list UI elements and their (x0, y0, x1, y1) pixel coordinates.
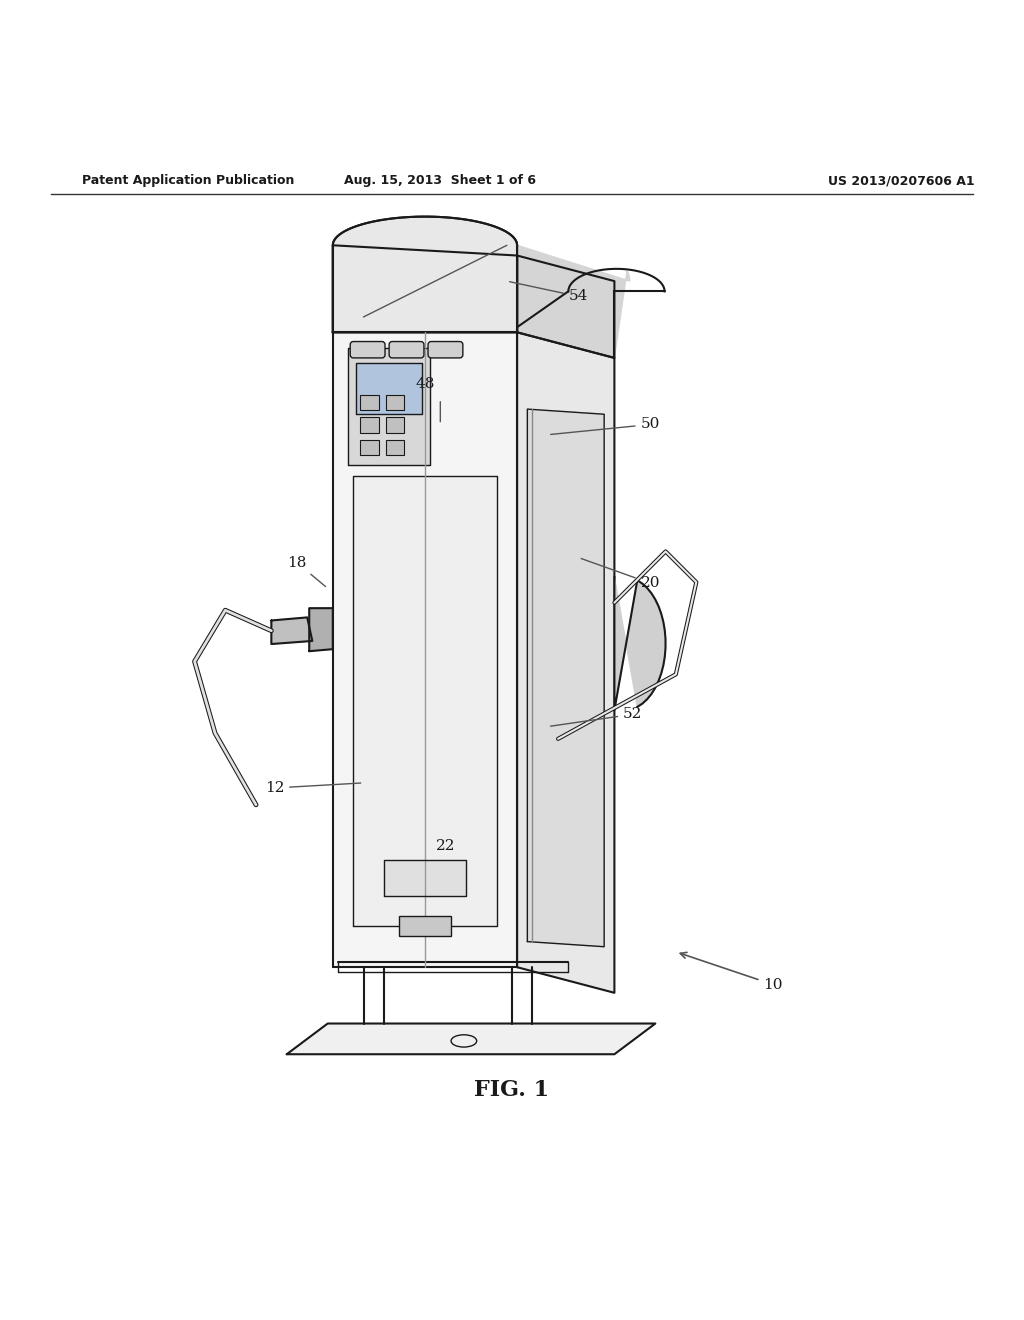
Text: US 2013/0207606 A1: US 2013/0207606 A1 (827, 174, 975, 187)
Polygon shape (333, 246, 517, 333)
Bar (386, 395, 404, 411)
Bar (399, 916, 451, 936)
Text: Patent Application Publication: Patent Application Publication (82, 174, 294, 187)
Text: 12: 12 (264, 781, 360, 795)
Text: Aug. 15, 2013  Sheet 1 of 6: Aug. 15, 2013 Sheet 1 of 6 (344, 174, 537, 187)
Polygon shape (309, 609, 333, 651)
Polygon shape (356, 363, 422, 414)
Bar (360, 417, 379, 433)
Polygon shape (353, 475, 497, 927)
Text: 22: 22 (435, 840, 456, 853)
Bar (386, 440, 404, 455)
Bar (360, 395, 379, 411)
Bar (386, 417, 404, 433)
FancyBboxPatch shape (350, 342, 385, 358)
Text: 54: 54 (510, 281, 588, 304)
Polygon shape (384, 859, 466, 895)
Text: 52: 52 (551, 708, 642, 726)
Polygon shape (614, 577, 666, 710)
Polygon shape (527, 409, 604, 946)
Polygon shape (287, 1023, 655, 1055)
Polygon shape (517, 256, 614, 358)
Polygon shape (333, 216, 517, 333)
Polygon shape (333, 333, 517, 968)
Polygon shape (271, 618, 312, 644)
Polygon shape (348, 347, 430, 466)
Text: FIG. 1: FIG. 1 (474, 1078, 550, 1101)
Polygon shape (517, 333, 614, 993)
FancyBboxPatch shape (428, 342, 463, 358)
Text: 10: 10 (680, 952, 783, 991)
FancyBboxPatch shape (389, 342, 424, 358)
Text: 50: 50 (551, 417, 659, 434)
Text: 48: 48 (416, 376, 434, 391)
Polygon shape (517, 246, 630, 358)
Text: 20: 20 (582, 558, 660, 590)
Bar (360, 440, 379, 455)
Text: 18: 18 (288, 556, 326, 586)
